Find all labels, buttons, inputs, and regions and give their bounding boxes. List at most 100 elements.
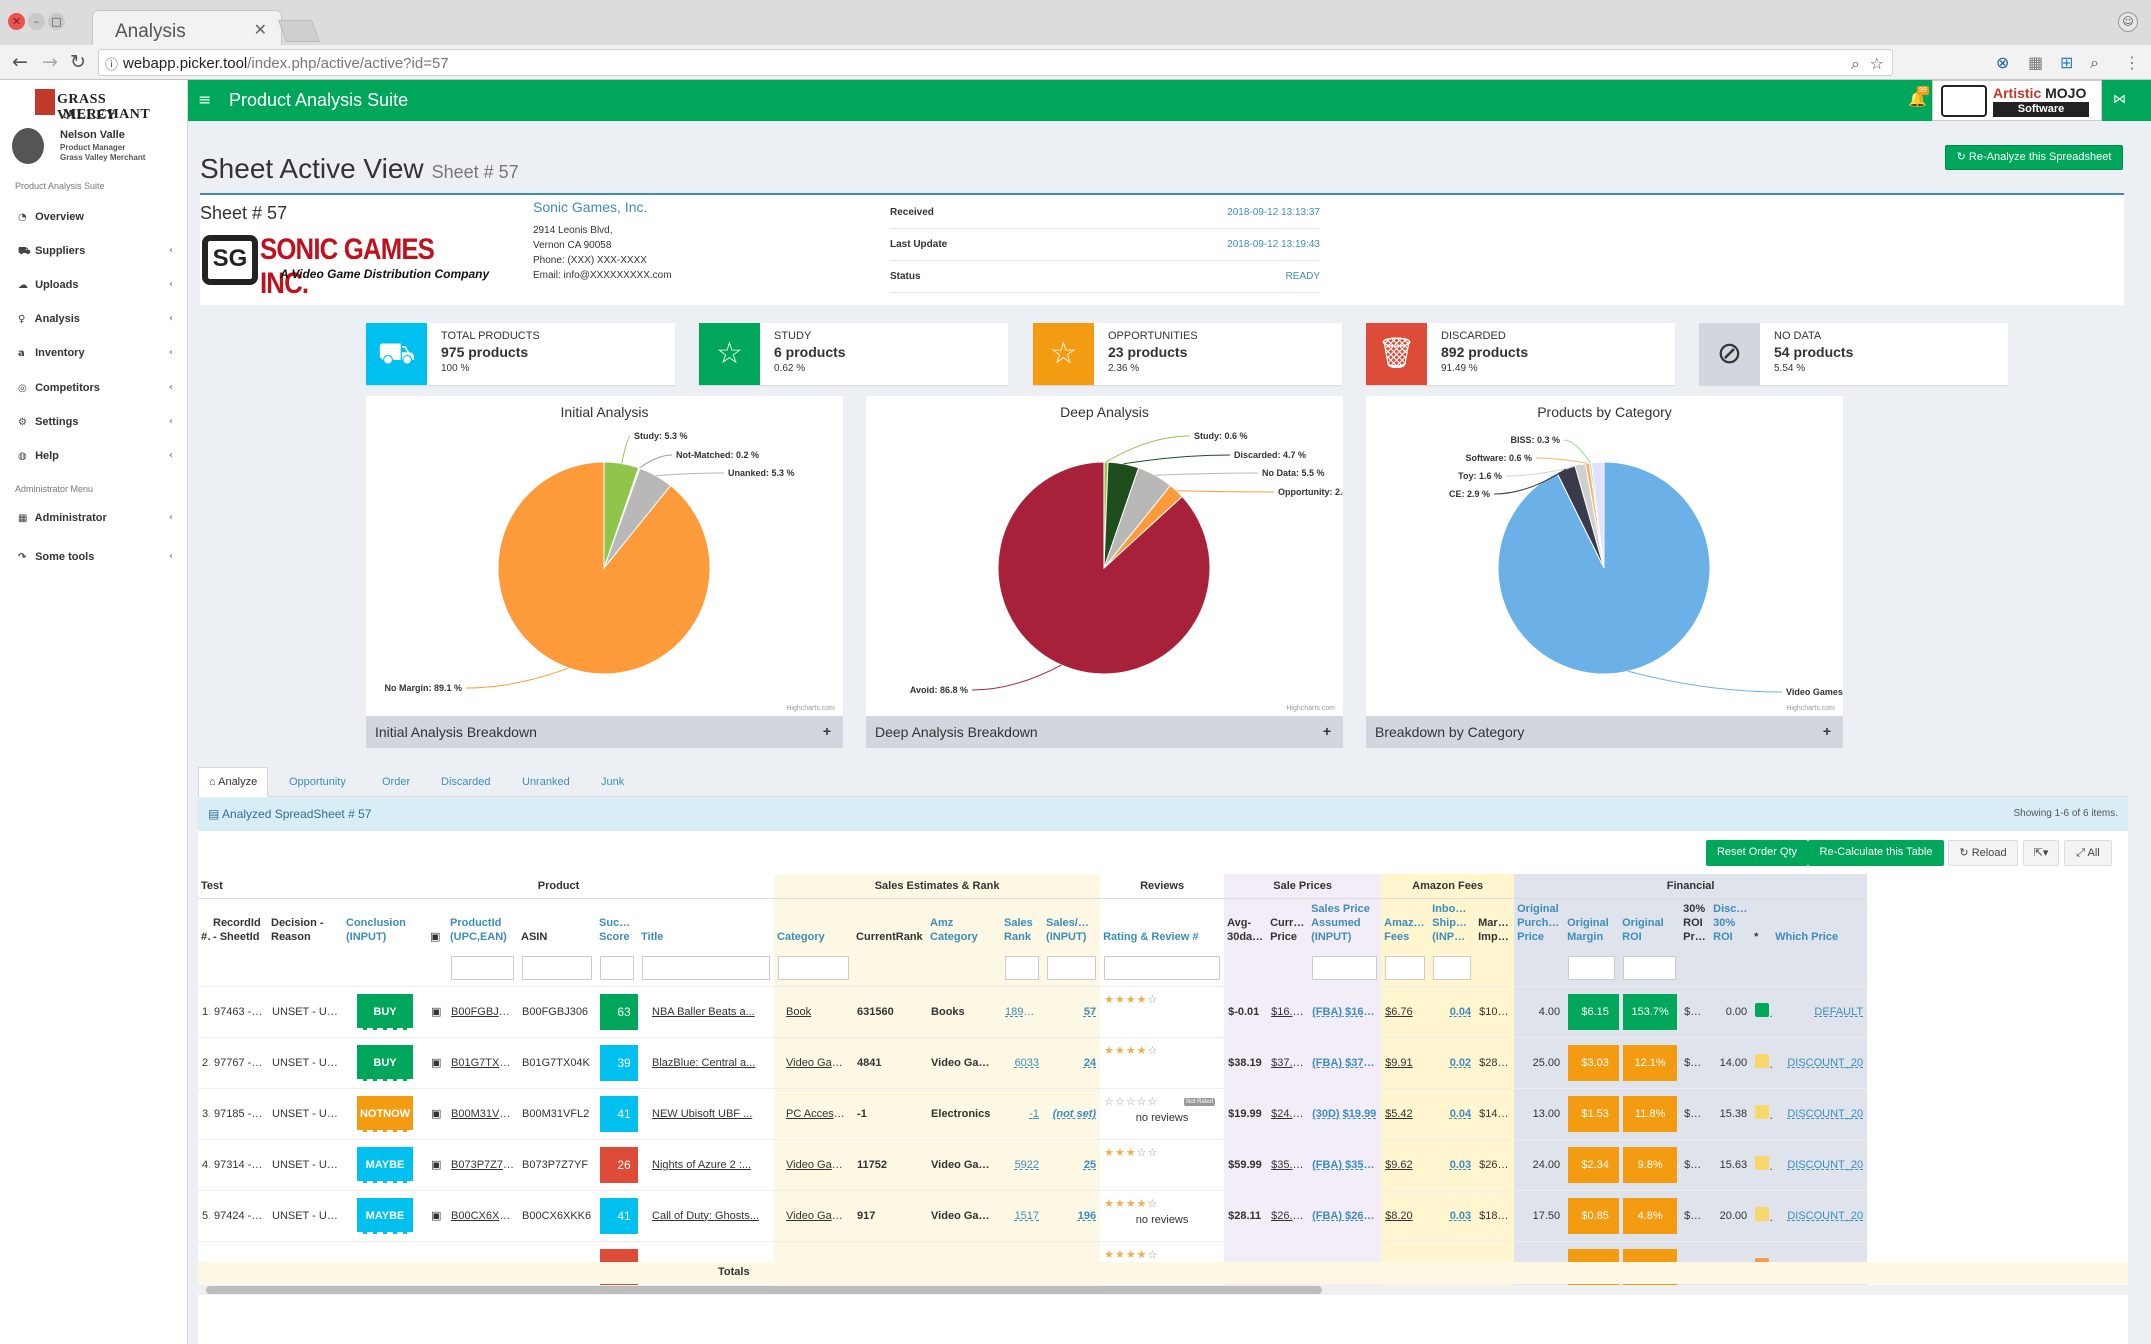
horizontal-scrollbar[interactable] (198, 1285, 2128, 1295)
extension-search-icon[interactable]: ⌕ (2090, 53, 2099, 72)
chart-breakdown-toggle[interactable]: Breakdown by Category + (1366, 716, 1843, 748)
sales-rank-link[interactable]: 1517 (1001, 1189, 1044, 1241)
conclusion-button[interactable]: BUY (357, 993, 414, 1030)
filter-input[interactable] (600, 955, 635, 980)
browser-tab[interactable]: Analysis ✕ (92, 10, 282, 45)
filter-input[interactable] (1005, 955, 1040, 980)
amazon-fees-link[interactable]: $9.62 (1381, 1138, 1430, 1190)
share-nodes-icon[interactable]: ⋈ (2113, 92, 2126, 107)
sidebar-item-overview[interactable]: ◔ Overview (18, 211, 84, 223)
zoom-icon[interactable]: ⌕ (1851, 54, 1860, 73)
current-price[interactable]: $24.58 (1267, 1087, 1309, 1139)
conclusion-button[interactable]: NOTNOW (357, 1095, 414, 1132)
sales-month-input[interactable]: 25 (1043, 1138, 1101, 1190)
view-detail-icon[interactable]: ▣ (431, 1107, 442, 1120)
product-id-link[interactable]: B073P7Z7YF (447, 1138, 519, 1190)
hamburger-menu-icon[interactable]: ≡ (198, 90, 212, 109)
inbound-shipping-input[interactable]: 0.04 (1429, 985, 1476, 1037)
scrollbar-thumb[interactable] (206, 1286, 1322, 1294)
column-header[interactable]: Sales Rank (1001, 898, 1044, 950)
column-header[interactable]: Rating & Review # (1100, 898, 1225, 950)
address-bar[interactable]: ⓘ webapp.picker.tool/index.php/active/ac… (98, 49, 1893, 76)
browser-menu-icon[interactable]: ⋮ (2124, 53, 2140, 72)
extension-icon[interactable]: ⊗ (1996, 53, 2010, 72)
sidebar-item-analysis[interactable]: ♀ Analysis ‹ (18, 313, 173, 325)
recalculate-table-button[interactable]: Re-Calculate this Table (1808, 840, 1944, 866)
conclusion-button[interactable]: MAYBE (357, 1197, 414, 1234)
view-detail-icon[interactable]: ▣ (431, 1209, 442, 1222)
sidebar-item-suppliers[interactable]: ⛟ Suppliers ‹ (18, 245, 173, 257)
title-link[interactable]: NBA Baller Beats a... (638, 985, 775, 1037)
category-link[interactable]: PC Accessory (774, 1087, 854, 1139)
sidebar-item-inventory[interactable]: a Inventory ‹ (18, 347, 173, 359)
amazon-fees-link[interactable]: $5.42 (1381, 1087, 1430, 1139)
reset-order-qty-button[interactable]: Reset Order Qty (1706, 840, 1808, 866)
current-price[interactable]: $16.95 (1267, 985, 1309, 1037)
sales-month-input[interactable]: (not set) (1043, 1087, 1101, 1139)
chart-credit[interactable]: Highcharts.com (786, 705, 835, 712)
chart-credit[interactable]: Highcharts.com (1286, 705, 1335, 712)
sidebar-item-competitors[interactable]: ◎ Competitors ‹ (18, 382, 173, 394)
tab-discarded[interactable]: Discarded (441, 776, 491, 788)
amazon-fees-link[interactable]: $9.91 (1381, 1036, 1430, 1088)
column-header[interactable]: Conclusion (INPUT) (343, 898, 428, 950)
title-link[interactable]: Call of Duty: Ghosts... (638, 1189, 775, 1241)
bookmark-star-icon[interactable]: ☆ (1869, 54, 1884, 73)
current-price[interactable]: $26.58 (1267, 1189, 1309, 1241)
company-link[interactable]: Sonic Games, Inc. (533, 199, 648, 215)
sidebar-item-help[interactable]: ◍ Help ‹ (18, 450, 173, 462)
column-header[interactable]: Inbound Shipping (INPUT) (1429, 898, 1476, 950)
sales-price-assumed-input[interactable]: (FBA) $26.58 (1308, 1189, 1382, 1241)
current-price[interactable]: $35.99 (1267, 1138, 1309, 1190)
sales-price-assumed-input[interactable]: (FBA) $35.99 (1308, 1138, 1382, 1190)
filter-input[interactable] (1623, 955, 1677, 980)
conclusion-button[interactable]: MAYBE (357, 1146, 414, 1183)
reload-button[interactable]: ↻ Reload (1948, 840, 2018, 866)
current-price[interactable]: $37.96 (1267, 1036, 1309, 1088)
plus-icon[interactable]: + (822, 723, 831, 739)
extension-icon[interactable]: ⊞ (2060, 53, 2074, 72)
column-header[interactable]: Original Purchase Price (1514, 898, 1565, 950)
column-header[interactable]: Success Score (596, 898, 639, 950)
sales-month-input[interactable]: 57 (1043, 985, 1101, 1037)
column-header[interactable]: Discount 30% ROI (1710, 898, 1752, 950)
plus-icon[interactable]: + (1322, 723, 1331, 739)
tab-junk[interactable]: Junk (601, 776, 625, 788)
sales-price-assumed-input[interactable]: (FBA) $37.96 (1308, 1036, 1382, 1088)
maximize-window-icon[interactable]: □ (48, 13, 65, 30)
column-header[interactable]: Which Price (1772, 898, 1868, 950)
filter-input[interactable] (1433, 955, 1472, 980)
sidebar-item-settings[interactable]: ⚙ Settings ‹ (18, 416, 173, 428)
new-tab-button[interactable] (277, 20, 321, 42)
minimize-window-icon[interactable]: – (28, 13, 45, 30)
column-header[interactable]: Title (638, 898, 775, 950)
plus-icon[interactable]: + (1822, 723, 1831, 739)
product-id-link[interactable]: B00M31VFL2 (447, 1087, 519, 1139)
filter-input[interactable] (1047, 955, 1097, 980)
info-icon[interactable]: ⓘ (105, 58, 119, 73)
filter-input[interactable] (522, 955, 593, 980)
which-price-link[interactable]: DISCOUNT_20 (1772, 1189, 1868, 1241)
view-detail-icon[interactable]: ▣ (431, 1056, 442, 1069)
close-tab-icon[interactable]: ✕ (253, 22, 267, 39)
which-price-link[interactable]: DISCOUNT_20 (1772, 1087, 1868, 1139)
which-price-link[interactable]: DISCOUNT_20 (1772, 1138, 1868, 1190)
profile-icon[interactable]: ☺ (2118, 12, 2138, 32)
sidebar-item-some-tools[interactable]: ↷ Some tools ‹ (18, 551, 173, 563)
column-header[interactable]: Original ROI (1619, 898, 1681, 950)
tab-analyze[interactable]: ⌂ Analyze (198, 767, 269, 797)
conclusion-button[interactable]: BUY (357, 1044, 414, 1081)
view-detail-icon[interactable]: ▣ (431, 1158, 442, 1171)
chart-credit[interactable]: Highcharts.com (1786, 705, 1835, 712)
filter-input[interactable] (642, 955, 771, 980)
view-detail-icon[interactable]: ▣ (431, 1005, 442, 1018)
which-price-link[interactable]: DEFAULT (1772, 985, 1868, 1037)
column-header[interactable]: ▣ (427, 898, 448, 950)
category-link[interactable]: Book (774, 985, 854, 1037)
reanalyze-button[interactable]: ↻ Re-Analyze this Spreadsheet (1945, 145, 2123, 170)
